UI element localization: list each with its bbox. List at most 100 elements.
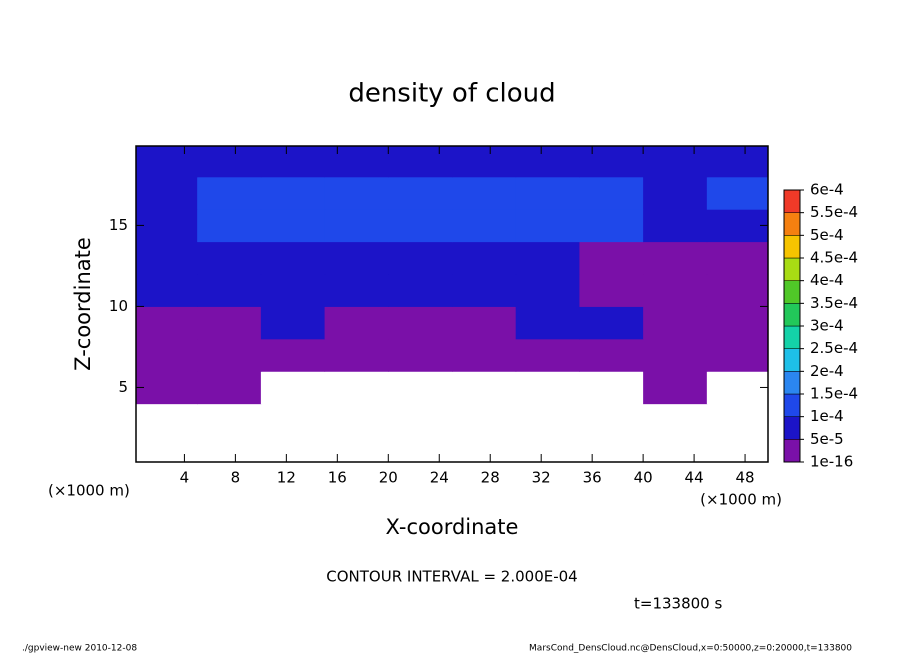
chart-title: density of cloud: [348, 79, 555, 109]
colorbar-segment: [783, 416, 801, 440]
x-tick-label: 28: [481, 469, 500, 487]
field-cell: [515, 176, 580, 210]
field-cell: [197, 338, 262, 372]
field-cell: [579, 403, 644, 437]
field-cell: [197, 176, 262, 210]
field-cell: [579, 371, 644, 405]
colorbar-label: 4e-4: [810, 271, 844, 289]
field-cell: [136, 338, 198, 372]
field-cell: [515, 274, 580, 307]
colorbar-label: 1e-4: [810, 407, 844, 425]
x-tick-label: 32: [532, 469, 551, 487]
colorbar-segment: [783, 348, 801, 372]
field-cell: [324, 371, 389, 405]
field-cell: [388, 241, 453, 275]
field-cell: [452, 241, 517, 275]
time-label: t=133800 s: [634, 595, 722, 613]
field-cell: [136, 209, 198, 243]
field-cell: [260, 371, 326, 405]
colorbar-label: 4.5e-4: [810, 249, 858, 267]
field-cell: [324, 403, 389, 437]
colorbar-label: 6e-4: [810, 181, 844, 199]
field: [136, 146, 768, 462]
colorbar-segment: [783, 257, 801, 281]
field-cell: [136, 146, 198, 178]
field-cell: [136, 403, 198, 437]
field-cell: [643, 436, 708, 462]
colorbar-label: 5.5e-4: [810, 203, 858, 221]
field-cell: [452, 146, 517, 178]
field-cell: [260, 306, 326, 340]
colorbar-label: 1.5e-4: [810, 385, 858, 403]
field-cell: [260, 176, 326, 210]
field-cell: [452, 338, 517, 372]
field-cell: [579, 306, 644, 340]
field-cell: [643, 274, 708, 307]
field-cell: [706, 403, 768, 437]
field-cell: [388, 274, 453, 307]
field-cell: [197, 241, 262, 275]
field-cell: [452, 403, 517, 437]
field-cell: [706, 371, 768, 405]
field-cell: [452, 176, 517, 210]
field-cell: [388, 209, 453, 243]
field-cell: [515, 338, 580, 372]
field-cell: [136, 176, 198, 210]
x-tick-label: 20: [379, 469, 398, 487]
colorbar-label: 3.5e-4: [810, 294, 858, 312]
x-tick-label: 24: [430, 469, 449, 487]
colorbar-segment: [783, 189, 801, 213]
colorbar-segment: [783, 212, 801, 236]
colorbar-label: 2e-4: [810, 362, 844, 380]
colorbar-segment: [783, 439, 801, 463]
colorbar-label: 1e-16: [810, 453, 853, 471]
field-cell: [706, 241, 768, 275]
field-cell: [197, 146, 262, 178]
field-cell: [706, 176, 768, 210]
field-cell: [643, 241, 708, 275]
field-cell: [197, 274, 262, 307]
field-cell: [324, 306, 389, 340]
field-cell: [260, 338, 326, 372]
colorbar-frame: [783, 189, 801, 463]
field-cell: [643, 338, 708, 372]
field-cell: [260, 241, 326, 275]
field-cell: [579, 274, 644, 307]
field-cell: [324, 274, 389, 307]
field-cell: [706, 146, 768, 178]
field-cell: [324, 209, 389, 243]
field-cell: [643, 209, 708, 243]
field-cell: [452, 306, 517, 340]
y-tick-label: 10: [109, 297, 128, 315]
field-cell: [643, 371, 708, 405]
field-cell: [260, 274, 326, 307]
field-cell: [197, 403, 262, 437]
y-tick-label: 15: [109, 216, 128, 234]
field-cell: [197, 209, 262, 243]
field-cell: [260, 146, 326, 178]
field-cell: [706, 306, 768, 340]
field-cell: [643, 176, 708, 210]
colorbar-segment: [783, 235, 801, 259]
field-cell: [515, 403, 580, 437]
y-axis-title: Z-coordinate: [71, 237, 95, 371]
x-tick-label: 12: [277, 469, 296, 487]
field-cell: [136, 274, 198, 307]
field-cell: [260, 436, 326, 462]
field-cell: [197, 371, 262, 405]
field-cell: [579, 338, 644, 372]
colorbar-segment: [783, 303, 801, 327]
field-cell: [579, 209, 644, 243]
y-axis-units: (×1000 m): [48, 482, 130, 500]
field-cell: [515, 241, 580, 275]
field-cell: [452, 371, 517, 405]
field-cell: [197, 436, 262, 462]
field-cell: [706, 209, 768, 243]
x-tick-label: 4: [180, 469, 190, 487]
colorbar-segment: [783, 280, 801, 304]
field-cell: [643, 403, 708, 437]
colorbar-label: 2.5e-4: [810, 339, 858, 357]
field-cell: [515, 306, 580, 340]
field-cell: [136, 371, 198, 405]
contour-interval: CONTOUR INTERVAL = 2.000E-04: [326, 568, 577, 586]
